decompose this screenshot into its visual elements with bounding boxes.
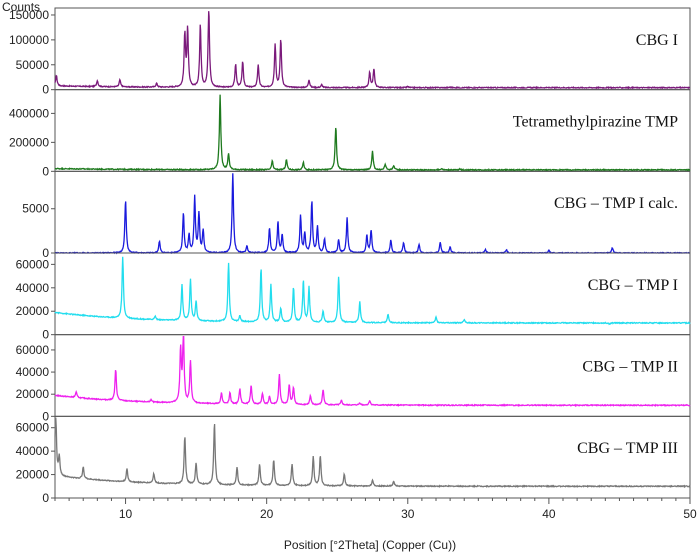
- y-tick-label: 150000: [9, 8, 49, 22]
- x-tick-label: 10: [119, 507, 133, 521]
- panel-frame: [54, 415, 691, 499]
- panel-5: 0 20000 40000 60000 CBG – TMP II: [16, 334, 691, 423]
- series-line: [54, 173, 690, 255]
- y-tick-label: 0: [42, 164, 49, 178]
- x-axis-title: Position [°2Theta] (Copper (Cu)): [284, 538, 456, 552]
- x-tick-label: 30: [401, 507, 415, 521]
- y-tick-label: 5000: [22, 202, 49, 216]
- y-tick-label: 50000: [16, 58, 50, 72]
- y-tick-label: 40000: [16, 444, 50, 458]
- y-tick-label: 60000: [16, 343, 50, 357]
- series-label: CBG – TMP I: [588, 277, 678, 294]
- x-tick-label: 20: [260, 507, 274, 521]
- y-tick-label: 100000: [9, 33, 49, 47]
- y-tick-label: 0: [42, 409, 49, 423]
- y-tick-label: 60000: [16, 257, 50, 271]
- y-tick-label: 0: [42, 246, 49, 260]
- series-line: [54, 417, 691, 489]
- series-label: CBG – TMP III: [577, 440, 678, 457]
- series-label: CBG – TMP I calc.: [554, 195, 678, 212]
- y-tick-label: 60000: [16, 421, 50, 435]
- y-tick-label: 200000: [9, 135, 49, 149]
- panel-6: 0 20000 40000 60000 CBG – TMP III: [16, 415, 691, 505]
- panel-2: 0 200000 400000 Tetramethylpirazine TMP: [9, 89, 691, 178]
- series-label: CBG – TMP II: [582, 358, 678, 375]
- y-tick-label: 40000: [16, 365, 50, 379]
- y-tick-label: 20000: [16, 468, 50, 482]
- panel-1: 0 50000 100000 150000 CBG I: [9, 7, 691, 97]
- series-label: Tetramethylpirazine TMP: [513, 113, 678, 130]
- x-axis: 10 20 30 40 50: [54, 498, 697, 521]
- y-tick-label: 40000: [16, 281, 50, 295]
- y-tick-label: 0: [42, 83, 49, 97]
- series-line: [54, 11, 691, 90]
- y-axis-title: Counts: [2, 0, 40, 14]
- y-tick-label: 20000: [16, 387, 50, 401]
- y-tick-label: 400000: [9, 106, 49, 120]
- panel-4: 0 20000 40000 60000 CBG – TMP I: [16, 252, 691, 342]
- y-tick-label: 0: [42, 328, 49, 342]
- series-line: [54, 94, 691, 172]
- y-tick-label: 20000: [16, 304, 50, 318]
- x-tick-label: 40: [542, 507, 556, 521]
- x-tick-label: 50: [683, 507, 697, 521]
- y-tick-label: 0: [42, 491, 49, 505]
- series-line: [54, 256, 691, 326]
- panel-3: 0 5000 CBG – TMP I calc.: [22, 170, 691, 260]
- series-label: CBG I: [636, 32, 678, 49]
- series-line: [54, 336, 691, 408]
- panel-frame: [54, 89, 691, 172]
